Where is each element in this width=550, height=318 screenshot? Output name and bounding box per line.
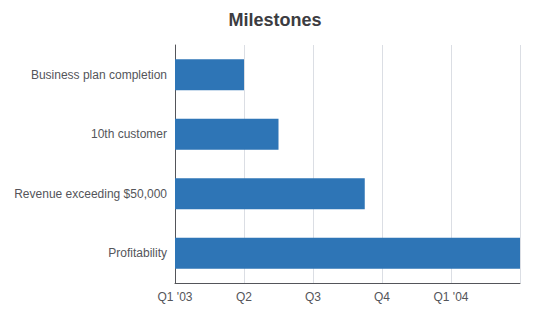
svg-text:Q1 '04: Q1 '04	[434, 290, 469, 304]
svg-text:Q2: Q2	[236, 290, 252, 304]
svg-text:Revenue exceeding $50,000: Revenue exceeding $50,000	[14, 187, 167, 201]
svg-text:Q4: Q4	[374, 290, 390, 304]
svg-text:Q1 '03: Q1 '03	[158, 290, 193, 304]
svg-text:Business plan completion: Business plan completion	[31, 68, 167, 82]
svg-text:Profitability: Profitability	[108, 246, 167, 260]
svg-text:10th customer: 10th customer	[91, 127, 167, 141]
svg-text:Milestones: Milestones	[228, 10, 321, 30]
svg-text:Q3: Q3	[305, 290, 321, 304]
